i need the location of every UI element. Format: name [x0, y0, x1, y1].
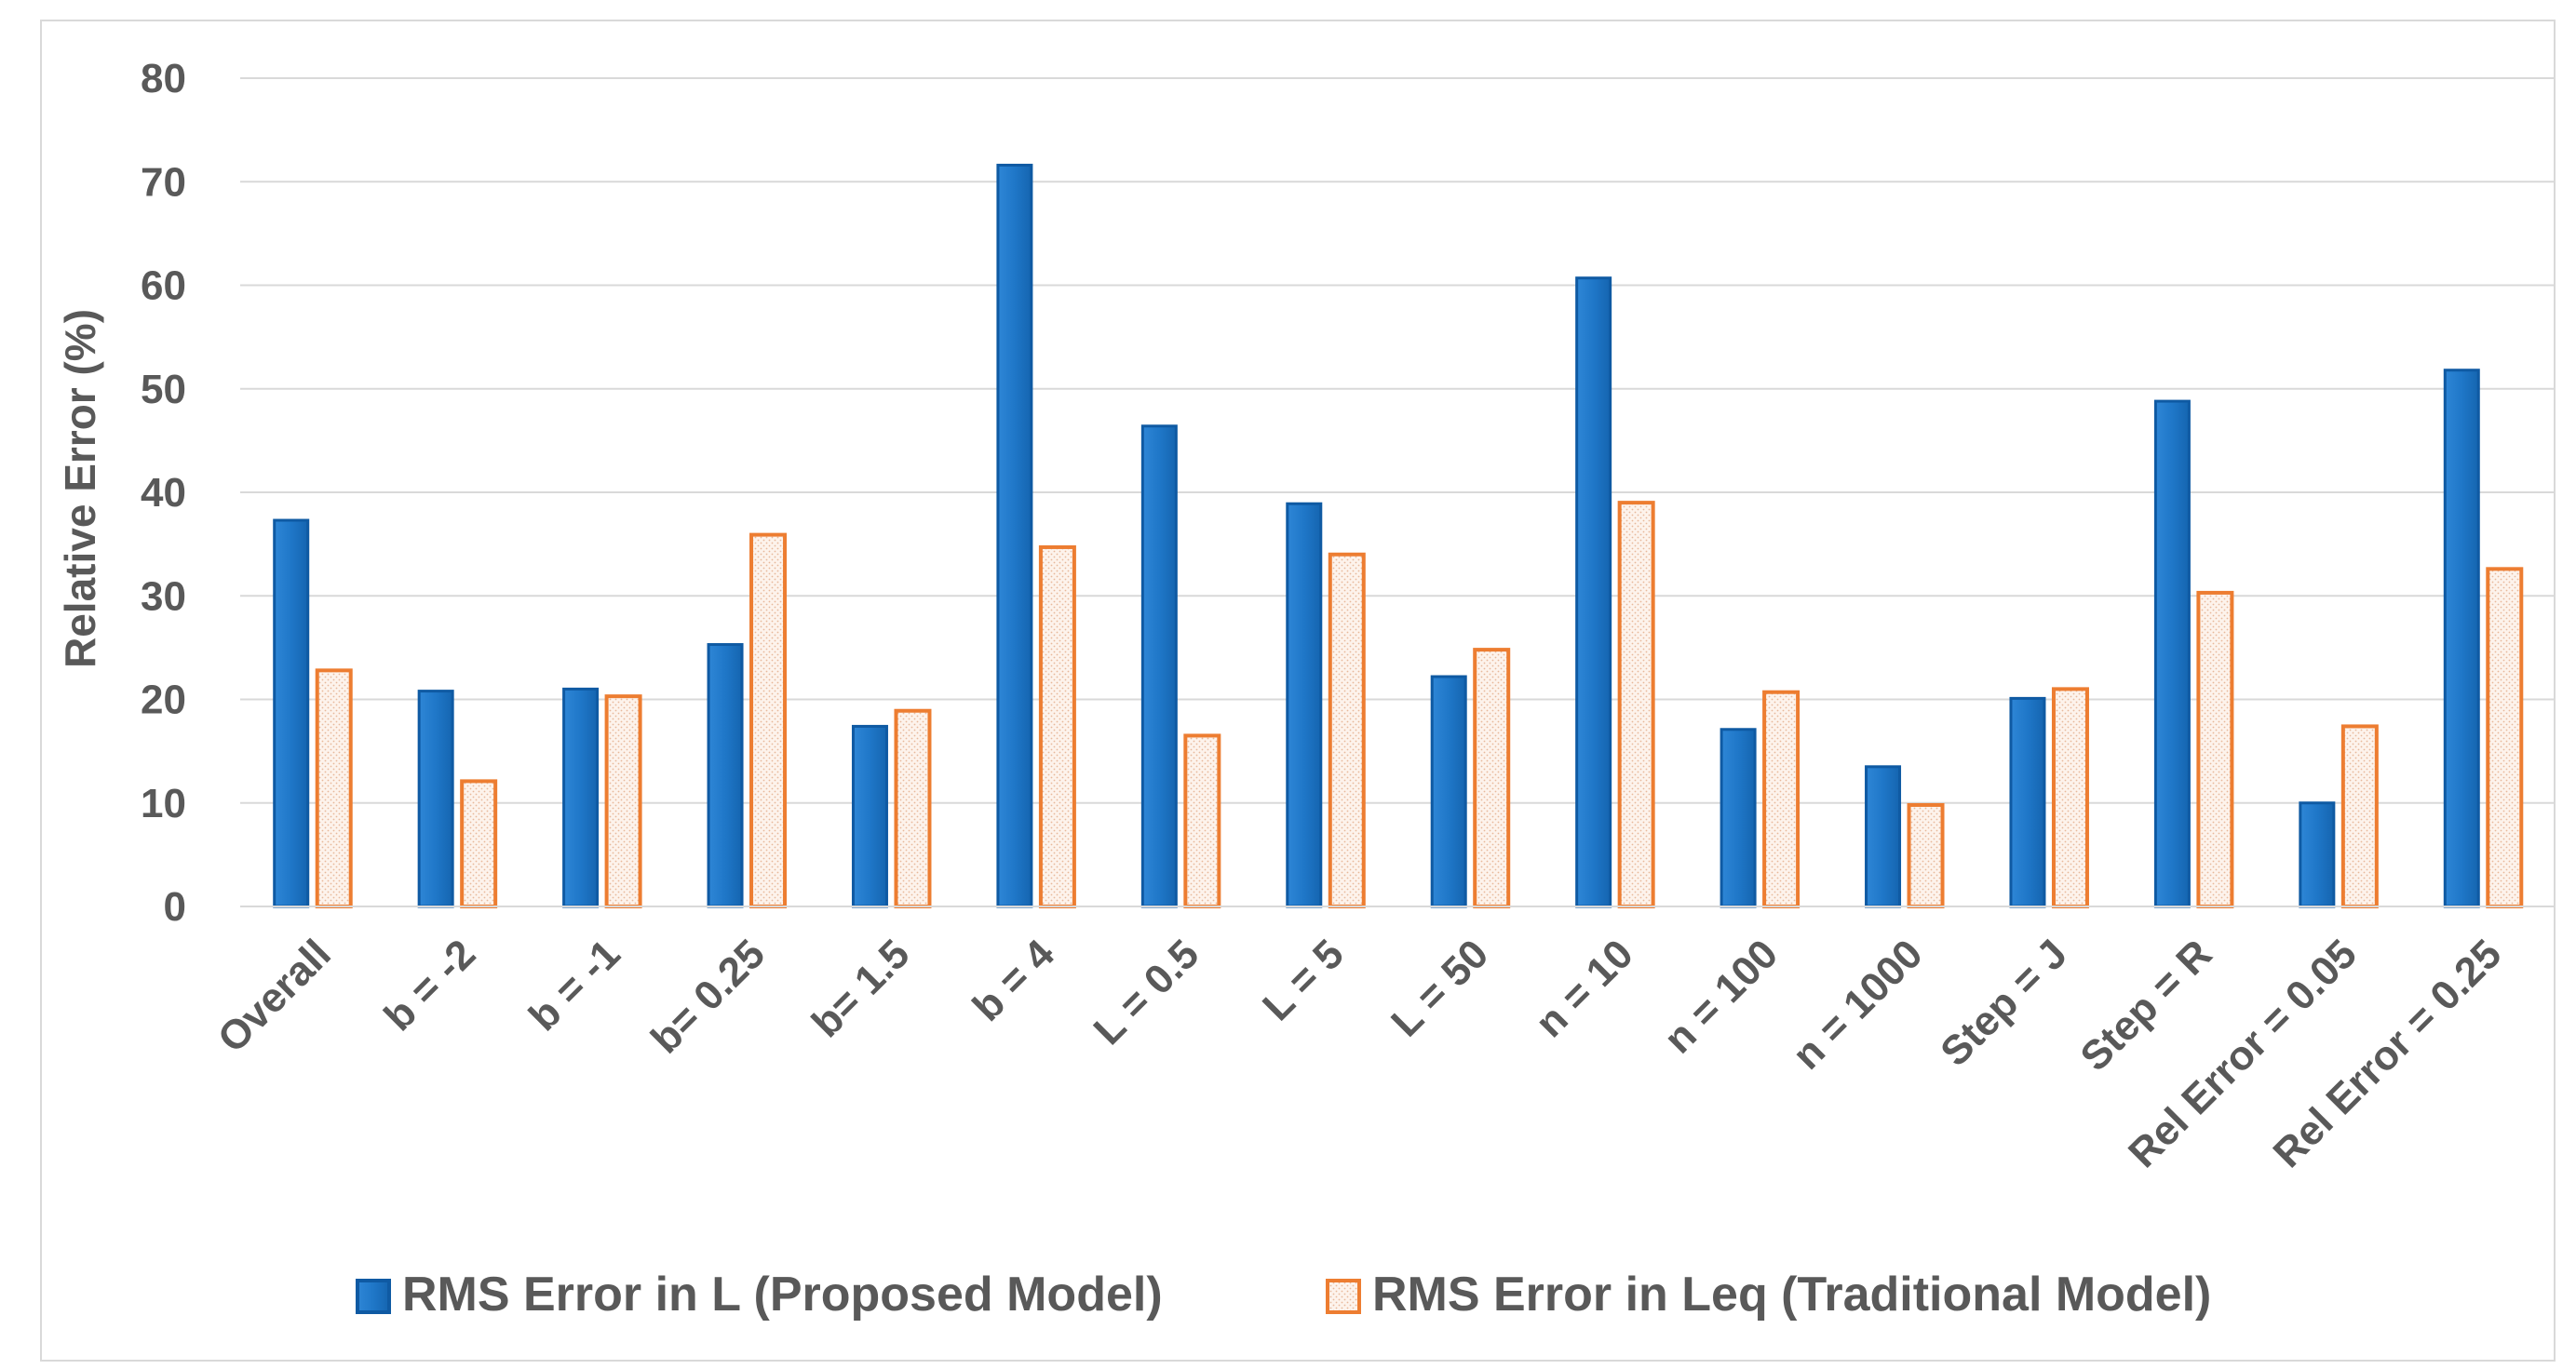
x-category-label: b = -1 — [520, 931, 629, 1040]
bar-proposed — [1865, 765, 1902, 908]
y-tick-label: 0 — [164, 884, 186, 930]
bar-traditional — [315, 668, 353, 908]
y-tick-label: 10 — [141, 781, 186, 826]
y-tick-label: 60 — [141, 263, 186, 309]
bars — [273, 163, 2524, 909]
bar-proposed — [2009, 696, 2046, 908]
bar-traditional — [749, 532, 788, 908]
bar-proposed — [1430, 675, 1467, 908]
bar-proposed — [1575, 276, 1612, 908]
bar-traditional — [604, 694, 642, 908]
x-category-label: n = 1000 — [1784, 931, 1931, 1078]
bar-traditional — [1473, 648, 1511, 908]
bar-traditional — [1907, 802, 1945, 908]
legend-label-traditional: RMS Error in Leq (Traditional Model) — [1372, 1268, 2211, 1322]
bar-traditional — [1762, 690, 1801, 909]
legend-label-proposed: RMS Error in L (Proposed Model) — [402, 1268, 1163, 1322]
bar-traditional — [1038, 544, 1076, 909]
bar-traditional — [2340, 724, 2379, 908]
bar-proposed — [417, 690, 454, 908]
x-category-label: n = 100 — [1655, 931, 1787, 1062]
y-tick-label: 70 — [141, 159, 186, 205]
y-tick-label: 30 — [141, 573, 186, 619]
bar-traditional — [2486, 567, 2524, 908]
x-category-label: Step = R — [2071, 931, 2220, 1080]
bar-proposed — [273, 518, 310, 908]
x-category-label: L = 0.5 — [1086, 931, 1208, 1054]
y-tick-label: 20 — [141, 678, 186, 723]
y-tick-label: 80 — [141, 56, 186, 101]
bar-traditional — [894, 708, 932, 908]
bar-traditional — [1183, 733, 1221, 908]
bar-proposed — [2443, 369, 2480, 908]
axes — [40, 20, 2556, 1362]
legend: RMS Error in L (Proposed Model) RMS Error… — [356, 1268, 2211, 1322]
x-category-label: Step = J — [1932, 931, 2076, 1075]
bar-proposed — [2153, 399, 2191, 908]
x-category-label: b= 1.5 — [803, 931, 919, 1046]
x-category-label: b = 4 — [964, 931, 1064, 1030]
x-category-label: L = 5 — [1254, 931, 1353, 1029]
bar-proposed — [707, 643, 744, 908]
legend-swatch-traditional — [1326, 1279, 1361, 1314]
x-category-label: b = -2 — [375, 931, 484, 1040]
x-category-label: Overall — [209, 931, 340, 1061]
x-category-label: L = 50 — [1382, 931, 1497, 1045]
bar-traditional — [2051, 687, 2089, 908]
bar-proposed — [562, 687, 600, 908]
bar-proposed — [1720, 728, 1757, 908]
x-category-label: n = 10 — [1527, 931, 1642, 1046]
x-category-label: b= 0.25 — [642, 931, 774, 1062]
labels: 0 10 20 30 40 50 60 70 80 Overall b = -2 b = -1 b= 0… — [56, 56, 2510, 1176]
bar-proposed — [2299, 801, 2336, 908]
bar-proposed — [851, 724, 888, 908]
y-tick-label: 50 — [141, 367, 186, 412]
bar-traditional — [2196, 590, 2234, 908]
legend-swatch-proposed — [356, 1279, 391, 1314]
bar-proposed — [996, 163, 1033, 908]
y-tick-label: 40 — [141, 470, 186, 516]
bar-proposed — [1286, 502, 1323, 908]
y-axis-title: Relative Error (%) — [56, 309, 104, 668]
bar-traditional — [1617, 501, 1655, 908]
bar-traditional — [460, 779, 498, 909]
chart-border — [40, 20, 2556, 1362]
bar-proposed — [1140, 424, 1178, 908]
bar-traditional — [1328, 552, 1366, 908]
